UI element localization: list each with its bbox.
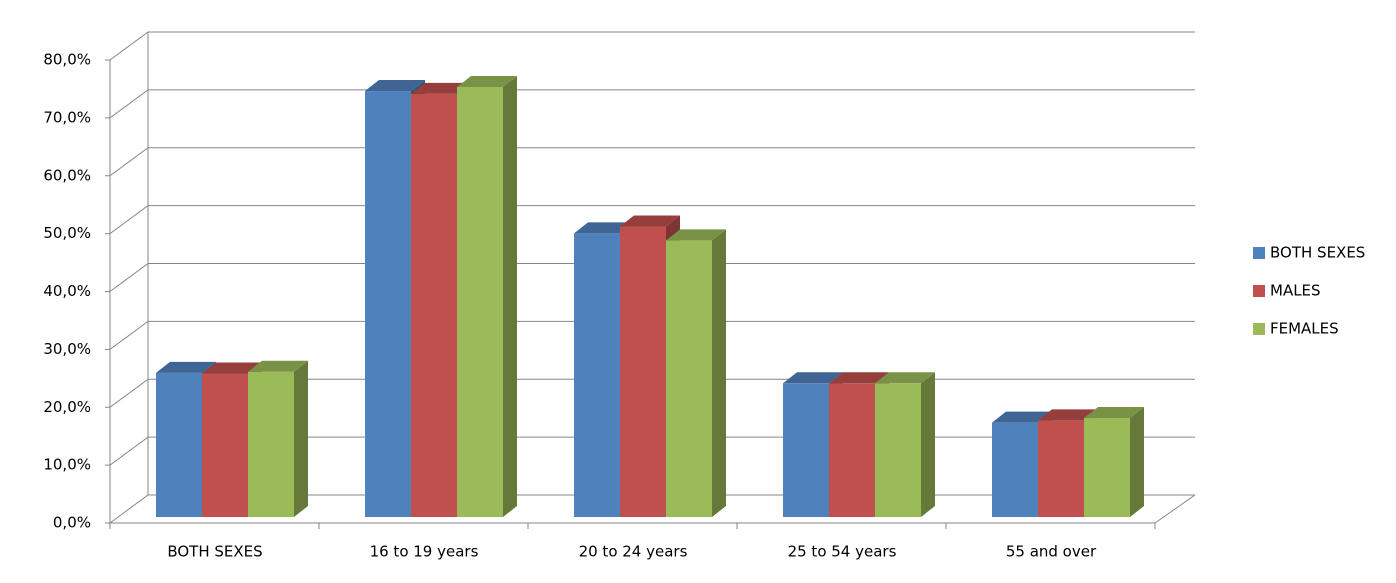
bar-side xyxy=(712,229,726,518)
grid-line xyxy=(109,89,1195,119)
bar-top xyxy=(829,372,889,384)
bar-top xyxy=(783,372,843,384)
floor-right xyxy=(1154,494,1196,524)
y-tick-label: 60,0% xyxy=(43,166,91,184)
bar xyxy=(1084,418,1130,517)
grid-line xyxy=(109,31,1195,61)
bar xyxy=(202,373,248,517)
bar-top xyxy=(666,229,726,241)
bar-top xyxy=(1038,409,1098,421)
bar-top xyxy=(1084,407,1144,419)
bar xyxy=(992,422,1038,517)
bar-top xyxy=(365,80,425,92)
grid-line xyxy=(109,263,1195,292)
bar-top xyxy=(992,411,1052,423)
bar xyxy=(411,93,457,517)
bar-side xyxy=(921,372,935,517)
y-tick-label: 10,0% xyxy=(43,456,91,474)
bar xyxy=(620,226,666,517)
legend-label: MALES xyxy=(1270,282,1321,300)
x-tick-label: 25 to 54 years xyxy=(788,543,897,561)
bar xyxy=(365,91,411,517)
bar xyxy=(574,233,620,517)
bar-top xyxy=(202,362,262,374)
bar-side xyxy=(294,360,308,517)
bar-side xyxy=(1130,407,1144,517)
x-tick-label: 55 and over xyxy=(1006,543,1097,561)
x-tick-label: BOTH SEXES xyxy=(167,543,262,561)
y-tick-label: 80,0% xyxy=(43,51,91,69)
bar-top xyxy=(620,215,680,227)
grid-line xyxy=(109,147,1195,177)
grid-line xyxy=(109,320,1195,350)
bar-top xyxy=(411,82,471,94)
bar-side xyxy=(503,75,517,518)
bar xyxy=(248,371,294,517)
legend-label: FEMALES xyxy=(1270,320,1339,338)
y-tick-label: 70,0% xyxy=(43,108,91,126)
legend-swatch xyxy=(1253,323,1265,335)
bar xyxy=(829,383,875,517)
legend-label: BOTH SEXES xyxy=(1270,244,1365,262)
bar-top xyxy=(457,75,517,87)
bar-top xyxy=(875,372,935,384)
y-tick-label: 0,0% xyxy=(53,514,91,532)
bar xyxy=(875,383,921,517)
bar-top xyxy=(574,222,634,234)
bar xyxy=(1038,420,1084,517)
y-tick-label: 20,0% xyxy=(43,398,91,416)
bar xyxy=(457,86,503,518)
x-tick-label: 20 to 24 years xyxy=(579,543,688,561)
legend-swatch xyxy=(1253,285,1265,297)
bar xyxy=(156,372,202,517)
y-tick-label: 40,0% xyxy=(43,282,91,300)
x-tick-label: 16 to 19 years xyxy=(370,543,479,561)
y-tick-label: 50,0% xyxy=(43,224,91,242)
legend-swatch xyxy=(1253,247,1265,259)
bar-top xyxy=(156,361,216,373)
y-tick-label: 30,0% xyxy=(43,340,91,358)
bar xyxy=(666,240,712,518)
bar xyxy=(783,383,829,517)
grid-line xyxy=(109,205,1195,235)
bar-top xyxy=(248,360,308,372)
